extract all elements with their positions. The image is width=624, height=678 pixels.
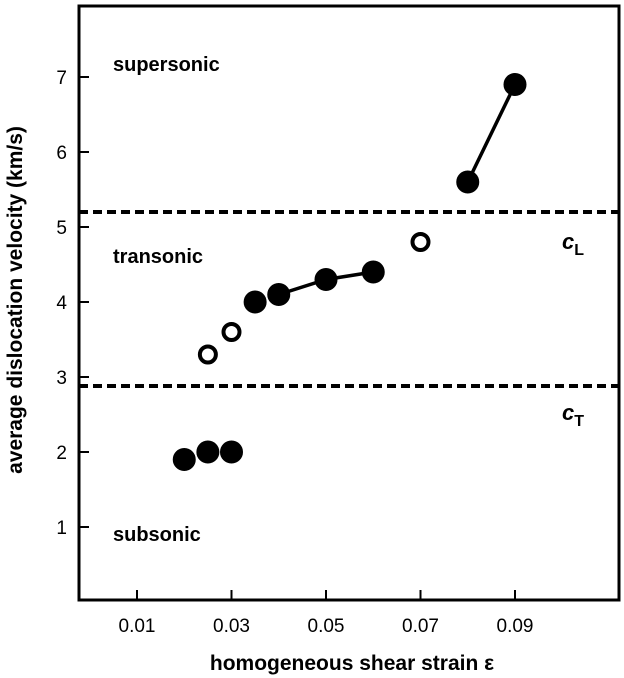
- y-axis-title: average dislocation velocity (km/s): [4, 126, 27, 474]
- x-tick-label: 0.03: [213, 616, 250, 637]
- region-label-subsonic: subsonic: [113, 524, 201, 546]
- filled-data-point: [314, 268, 338, 291]
- filled-data-point: [267, 283, 291, 306]
- filled-data-point: [172, 448, 196, 471]
- open-data-point: [221, 322, 242, 342]
- filled-data-point: [503, 73, 527, 96]
- filled-data-point: [220, 440, 243, 464]
- y-tick-label: 4: [56, 293, 67, 314]
- filled-data-point: [196, 440, 220, 464]
- longitudinal-wave-speed-label: cL: [562, 229, 584, 259]
- open-data-point: [197, 344, 218, 365]
- y-tick-label: 3: [56, 368, 67, 389]
- x-tick-label: 0.07: [402, 616, 439, 637]
- x-axis-title: homogeneous shear strain ε: [210, 652, 494, 675]
- y-tick-label: 6: [56, 143, 67, 164]
- plot-frame: [77, 4, 621, 602]
- y-tick-label: 1: [56, 518, 67, 539]
- filled-data-point: [456, 170, 480, 194]
- y-tick-label: 2: [56, 443, 67, 464]
- reference-lines: [79, 210, 619, 388]
- y-axis-ticks: 1 2 3 4 5 6 7: [56, 68, 89, 539]
- x-tick-label: 0.09: [497, 616, 534, 637]
- y-tick-label: 5: [56, 218, 67, 239]
- x-tick-label: 0.01: [119, 616, 156, 637]
- open-data-point: [410, 232, 431, 252]
- transverse-wave-speed-label: cT: [562, 400, 584, 430]
- region-label-transonic: transonic: [113, 246, 203, 268]
- data-points: [172, 73, 527, 471]
- x-tick-label: 0.05: [308, 616, 345, 637]
- y-tick-label: 7: [56, 68, 67, 89]
- filled-data-point: [361, 260, 385, 284]
- filled-data-point: [243, 290, 267, 314]
- series-connectors: [278, 83, 517, 297]
- x-axis-ticks: 0.01 0.03 0.05 0.07 0.09: [119, 590, 534, 637]
- series-connector-line: [466, 83, 517, 183]
- region-label-supersonic: supersonic: [113, 54, 220, 76]
